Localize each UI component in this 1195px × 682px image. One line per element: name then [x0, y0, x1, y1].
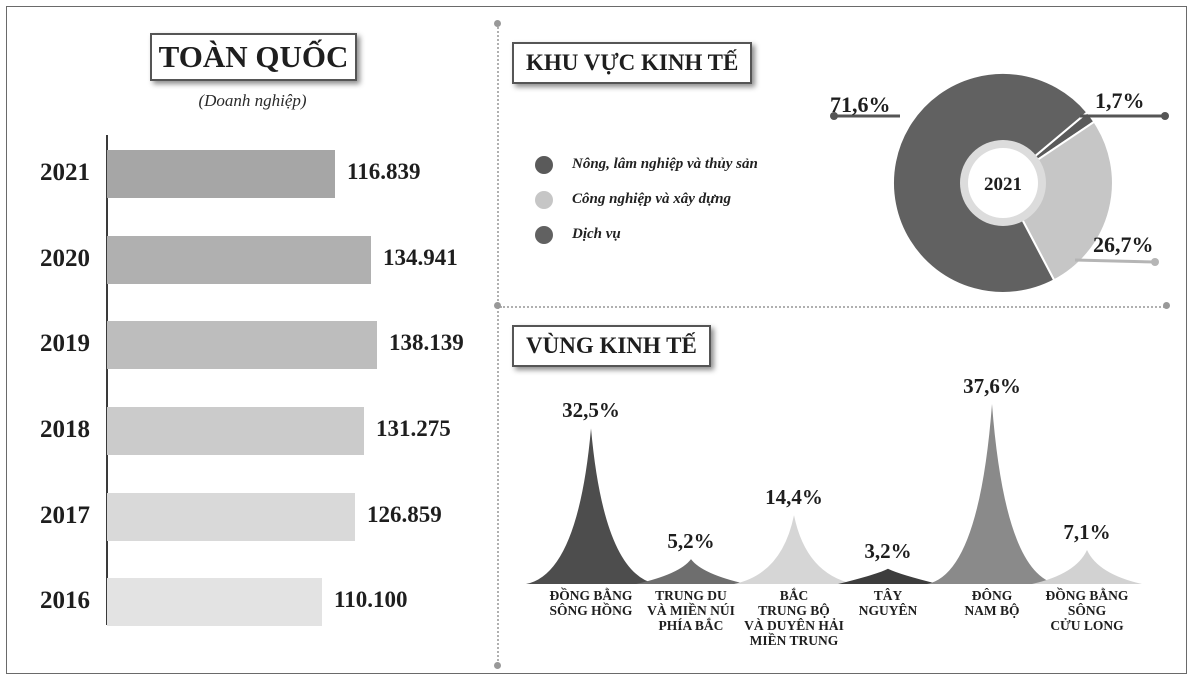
divider-dot — [494, 662, 501, 669]
legend-swatch-industry — [535, 191, 553, 209]
region-category-label: BẮC TRUNG BỘ VÀ DUYÊN HẢI MIỀN TRUNG — [744, 588, 844, 648]
region-category-label: ĐỒNG BẰNG SÔNG HỒNG — [549, 588, 633, 618]
leader-industry-dot — [1151, 258, 1159, 266]
horizontal-divider — [500, 306, 1168, 308]
bar-2016 — [107, 578, 322, 626]
donut-label-service: 71,6% — [830, 92, 891, 117]
region-peak — [526, 428, 656, 584]
donut-center-label: 2021 — [984, 174, 1022, 195]
bar-value-label: 126.859 — [367, 502, 442, 527]
donut-label-industry: 26,7% — [1093, 232, 1154, 257]
bar-2021 — [107, 150, 335, 198]
year-label: 2020 — [40, 245, 90, 272]
sector-donut-chart: 2021 — [830, 71, 1169, 294]
region-value-label: 32,5% — [562, 398, 620, 423]
divider-dot — [494, 20, 501, 27]
year-label: 2019 — [40, 330, 90, 357]
national-title: TOÀN QUỐC — [150, 33, 357, 81]
bar-value-label: 131.275 — [376, 416, 451, 441]
bar-2018 — [107, 407, 364, 455]
leader-agriculture-dot — [1161, 112, 1169, 120]
region-value-label: 5,2% — [667, 529, 715, 554]
sector-title: KHU VỰC KINH TẾ — [512, 42, 753, 84]
bar-value-label: 116.839 — [347, 159, 421, 184]
region-category-label: TÂY NGUYÊN — [858, 588, 918, 618]
bar-value-label: 110.100 — [334, 587, 408, 612]
region-category-label: ĐÔNG NAM BỘ — [964, 588, 1020, 618]
legend-swatch-agriculture — [535, 156, 553, 174]
year-label: 2018 — [40, 416, 90, 443]
bar-2019 — [107, 321, 377, 369]
year-label: 2017 — [40, 502, 90, 529]
vertical-divider — [497, 23, 499, 665]
region-value-label: 14,4% — [765, 485, 823, 510]
region-peak — [927, 404, 1057, 584]
region-title: VÙNG KINH TẾ — [512, 325, 711, 367]
bar-value-label: 134.941 — [383, 245, 458, 270]
bar-2020 — [107, 236, 371, 284]
donut-slice-industry — [1001, 120, 1114, 282]
year-label: 2016 — [40, 587, 90, 614]
legend-swatch-service — [535, 226, 553, 244]
region-peak-chart — [526, 404, 1142, 584]
bar-value-label: 138.139 — [389, 330, 464, 355]
region-peak — [636, 559, 746, 584]
legend-label-service: Dịch vụ — [572, 226, 621, 242]
leader-service-dot — [830, 112, 838, 120]
region-peak — [1032, 550, 1142, 584]
divider-dot — [1163, 302, 1170, 309]
divider-dot — [494, 302, 501, 309]
national-subtitle: (Doanh nghiệp) — [198, 91, 307, 110]
bar-axis-line — [106, 135, 108, 625]
region-peak — [734, 515, 854, 584]
region-category-label: ĐỒNG BẰNG SÔNG CỬU LONG — [1045, 588, 1129, 633]
bar-2017 — [107, 493, 355, 541]
year-label: 2021 — [40, 159, 90, 186]
legend-label-industry: Công nghiệp và xây dựng — [572, 191, 732, 207]
region-peak — [838, 568, 938, 584]
legend-label-agriculture: Nông, lâm nghiệp và thủy sản — [572, 156, 758, 172]
donut-center — [968, 148, 1038, 218]
leader-industry — [1074, 258, 1156, 264]
region-category-label: TRUNG DU VÀ MIỀN NÚI PHÍA BẮC — [647, 588, 735, 633]
region-value-label: 7,1% — [1063, 520, 1111, 544]
donut-label-agriculture: 1,7% — [1095, 88, 1145, 113]
region-value-label: 37,6% — [963, 374, 1021, 398]
region-value-label: 3,2% — [864, 538, 912, 563]
